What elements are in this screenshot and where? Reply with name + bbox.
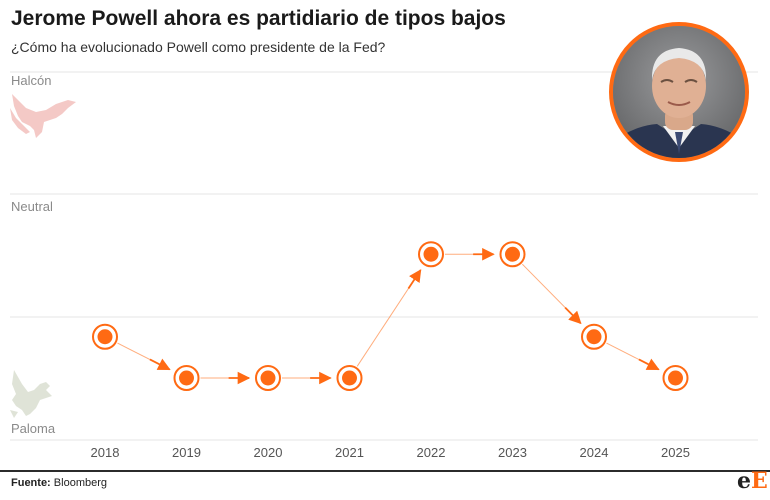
data-point	[173, 365, 200, 391]
y-level-label-1: Neutral	[11, 199, 53, 214]
x-tick-label: 2021	[335, 445, 364, 460]
logo-letter-e: e	[737, 468, 751, 494]
source-label: Fuente:	[11, 477, 51, 489]
trend-arrow	[521, 263, 582, 325]
y-level-label-2: Halcón	[11, 73, 51, 88]
trend-arrow	[356, 269, 422, 367]
y-level-label-0: Paloma	[11, 421, 56, 436]
jerome-powell-portrait	[609, 22, 749, 162]
x-tick-label: 2018	[91, 445, 120, 460]
data-point	[581, 323, 607, 350]
data-point	[336, 365, 363, 391]
x-tick-label: 2020	[254, 445, 283, 460]
dove-icon	[10, 370, 52, 418]
brand-logo: eE	[737, 470, 768, 492]
chart-subtitle: ¿Cómo ha evolucionado Powell como presid…	[11, 39, 386, 55]
chart-title: Jerome Powell ahora es partidiario de ti…	[11, 7, 506, 30]
logo-letter-E: E	[751, 468, 768, 494]
data-point	[255, 365, 281, 391]
source-value: Bloomberg	[53, 477, 107, 489]
x-tick-label: 2024	[580, 445, 609, 460]
trend-arrow	[117, 342, 171, 371]
data-point	[499, 241, 526, 268]
x-tick-label: 2023	[498, 445, 527, 460]
data-point	[662, 365, 689, 391]
x-tick-label: 2025	[661, 445, 690, 460]
data-point	[92, 323, 118, 350]
hawk-icon	[10, 94, 76, 138]
data-point	[418, 241, 444, 268]
source-note: Fuente: Bloomberg	[11, 477, 107, 489]
x-tick-label: 2022	[417, 445, 446, 460]
trend-arrow	[606, 342, 660, 371]
x-tick-label: 2019	[172, 445, 201, 460]
bottom-rule	[0, 470, 770, 472]
